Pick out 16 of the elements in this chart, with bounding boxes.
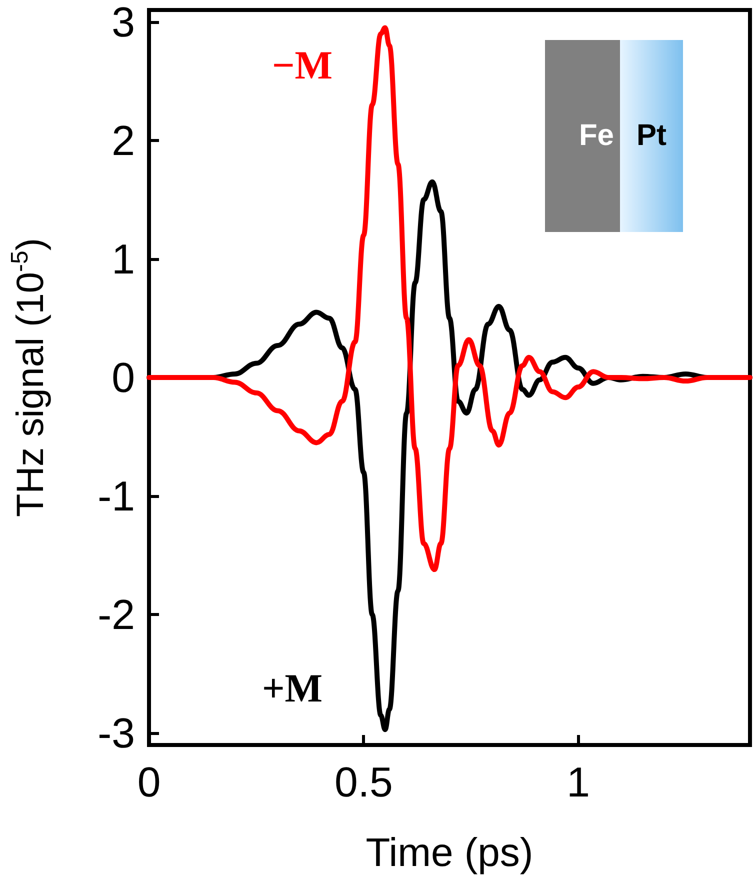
- y-tick-label: 1: [112, 235, 135, 282]
- x-axis-title: Time (ps): [366, 831, 534, 875]
- y-tick-label: -3: [98, 710, 135, 757]
- annotation: Pt: [620, 40, 683, 232]
- x-tick-label: 0.5: [334, 758, 393, 806]
- annotation: Fe: [545, 40, 620, 232]
- y-tick-label: -2: [98, 591, 135, 638]
- fe-pt-bilayer: Fe Pt: [545, 40, 683, 232]
- y-axis-title: THz signal (10-5): [6, 238, 52, 517]
- series-label: +M: [262, 666, 323, 710]
- series-label: −M: [272, 42, 333, 88]
- y-tick-label: -1: [98, 472, 135, 520]
- x-tick-label: 1: [566, 758, 590, 806]
- y-tick-label: 2: [112, 116, 135, 164]
- y-tick-label: 3: [112, 0, 135, 46]
- y-tick-label: 0: [112, 354, 135, 401]
